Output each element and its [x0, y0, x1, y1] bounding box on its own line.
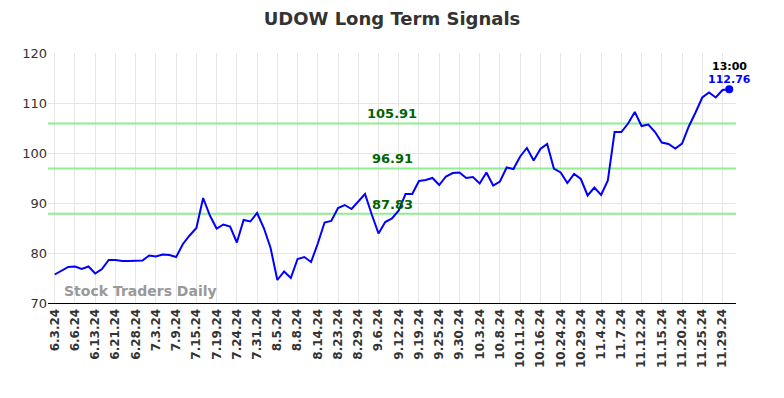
- svg-text:7.15.24: 7.15.24: [189, 309, 203, 360]
- svg-text:11.7.24: 11.7.24: [614, 309, 628, 360]
- svg-text:6.13.24: 6.13.24: [88, 309, 102, 360]
- svg-text:7.24.24: 7.24.24: [230, 309, 244, 360]
- svg-text:8.14.24: 8.14.24: [311, 309, 325, 360]
- svg-text:11.4.24: 11.4.24: [594, 309, 608, 360]
- svg-text:9.12.24: 9.12.24: [392, 309, 406, 360]
- svg-text:11.29.24: 11.29.24: [715, 309, 729, 368]
- svg-text:10.3.24: 10.3.24: [473, 309, 487, 360]
- svg-text:11.15.24: 11.15.24: [655, 309, 669, 368]
- svg-text:10.24.24: 10.24.24: [554, 309, 568, 368]
- svg-text:UDOW Long Term Signals: UDOW Long Term Signals: [264, 8, 521, 29]
- svg-text:6.21.24: 6.21.24: [108, 309, 122, 360]
- svg-text:96.91: 96.91: [372, 151, 413, 166]
- svg-text:7.19.24: 7.19.24: [210, 309, 224, 360]
- svg-text:9.25.24: 9.25.24: [432, 309, 446, 360]
- svg-text:11.20.24: 11.20.24: [675, 309, 689, 368]
- svg-text:10.8.24: 10.8.24: [493, 309, 507, 360]
- svg-text:120: 120: [22, 46, 47, 61]
- svg-text:112.76: 112.76: [708, 73, 751, 86]
- svg-text:9.30.24: 9.30.24: [452, 309, 466, 360]
- svg-text:90: 90: [30, 196, 47, 211]
- svg-text:110: 110: [22, 96, 47, 111]
- svg-text:100: 100: [22, 146, 47, 161]
- svg-text:11.12.24: 11.12.24: [634, 309, 648, 368]
- svg-text:11.25.24: 11.25.24: [695, 309, 709, 368]
- svg-text:70: 70: [30, 296, 47, 311]
- svg-text:6.28.24: 6.28.24: [129, 309, 143, 360]
- svg-text:6.6.24: 6.6.24: [68, 309, 82, 352]
- svg-text:8.29.24: 8.29.24: [351, 309, 365, 360]
- svg-text:10.11.24: 10.11.24: [513, 309, 527, 368]
- svg-text:8.8.24: 8.8.24: [290, 309, 304, 352]
- svg-text:9.19.24: 9.19.24: [412, 309, 426, 360]
- svg-text:7.31.24: 7.31.24: [250, 309, 264, 360]
- svg-text:10.16.24: 10.16.24: [533, 309, 547, 368]
- svg-text:80: 80: [30, 246, 47, 261]
- svg-text:6.3.24: 6.3.24: [48, 309, 62, 352]
- svg-text:Stock Traders Daily: Stock Traders Daily: [64, 283, 217, 299]
- svg-text:13:00: 13:00: [712, 60, 747, 73]
- svg-text:105.91: 105.91: [367, 106, 417, 121]
- svg-text:8.23.24: 8.23.24: [331, 309, 345, 360]
- svg-text:7.9.24: 7.9.24: [169, 309, 183, 352]
- svg-text:8.5.24: 8.5.24: [270, 309, 284, 352]
- svg-text:9.6.24: 9.6.24: [371, 309, 385, 352]
- svg-text:87.83: 87.83: [372, 197, 413, 212]
- svg-text:10.29.24: 10.29.24: [574, 309, 588, 368]
- svg-text:7.3.24: 7.3.24: [149, 309, 163, 352]
